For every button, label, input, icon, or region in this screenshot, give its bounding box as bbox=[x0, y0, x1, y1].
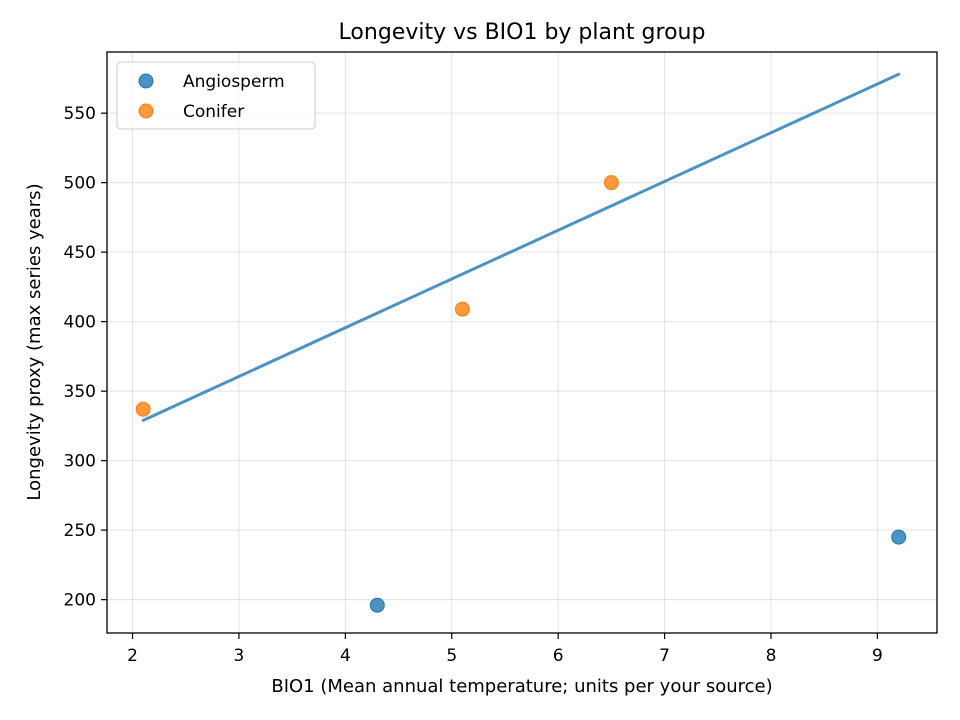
legend-label-angiosperm: Angiosperm bbox=[183, 72, 285, 92]
x-tick-label: 6 bbox=[553, 646, 564, 666]
y-tick-label: 250 bbox=[64, 521, 96, 541]
chart-title: Longevity vs BIO1 by plant group bbox=[339, 20, 706, 45]
legend-label-conifer: Conifer bbox=[183, 102, 244, 122]
x-tick-label: 5 bbox=[446, 646, 457, 666]
legend-marker-angiosperm bbox=[138, 73, 154, 89]
conifer-point bbox=[454, 301, 470, 317]
conifer-point bbox=[135, 401, 151, 417]
conifer-point bbox=[603, 175, 619, 191]
angiosperm-point bbox=[891, 529, 907, 545]
trend-line bbox=[141, 72, 901, 422]
grid bbox=[107, 52, 937, 633]
plot-frame bbox=[106, 51, 938, 634]
x-tick-label: 3 bbox=[234, 646, 245, 666]
x-axis-label: BIO1 (Mean annual temperature; units per… bbox=[271, 676, 772, 697]
y-axis-label: Longevity proxy (max series years) bbox=[24, 183, 45, 500]
legend: Angiosperm Conifer bbox=[116, 61, 316, 130]
legend-box bbox=[116, 61, 316, 130]
data-points bbox=[135, 175, 907, 613]
x-axis-ticks: 2 3 4 5 6 7 8 9 bbox=[127, 633, 883, 666]
y-tick-label: 450 bbox=[64, 243, 96, 263]
x-tick-label: 2 bbox=[127, 646, 138, 666]
trend-line-group bbox=[141, 72, 901, 422]
x-tick-label: 7 bbox=[659, 646, 670, 666]
angiosperm-point bbox=[369, 597, 385, 613]
y-tick-label: 550 bbox=[64, 104, 96, 124]
y-tick-label: 300 bbox=[64, 452, 96, 472]
y-axis-ticks: 200 250 300 350 400 450 500 550 bbox=[64, 104, 107, 611]
y-tick-label: 350 bbox=[64, 382, 96, 402]
y-tick-label: 400 bbox=[64, 313, 96, 333]
x-tick-label: 8 bbox=[766, 646, 777, 666]
x-tick-label: 9 bbox=[872, 646, 883, 666]
y-tick-label: 500 bbox=[64, 174, 96, 194]
y-tick-label: 200 bbox=[64, 591, 96, 611]
legend-marker-conifer bbox=[138, 103, 154, 119]
x-tick-label: 4 bbox=[340, 646, 351, 666]
